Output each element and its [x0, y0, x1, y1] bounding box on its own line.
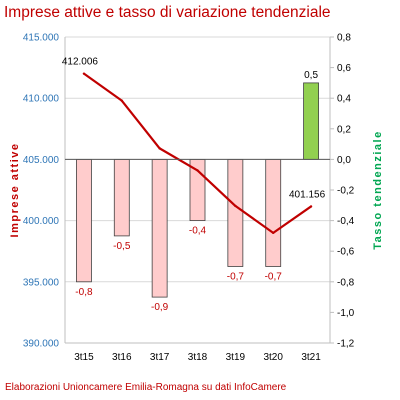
bar	[227, 158, 244, 267]
x-tick-label: 3t16	[112, 352, 132, 363]
y-right-tick-label: 0,6	[337, 63, 351, 74]
y-right-tick-label: 0,2	[337, 124, 351, 135]
y-right-tick-label: 0,8	[337, 33, 351, 44]
y-left-tick-label: 390.000	[23, 339, 60, 350]
chart-title: Imprese attive e tasso di variazione ten…	[4, 4, 331, 21]
bar	[265, 158, 282, 267]
x-tick-label: 3t17	[150, 352, 170, 363]
bar	[76, 158, 92, 283]
line-data-label: 401.156	[289, 189, 326, 200]
chart-source-note: Elaborazioni Unioncamere Emilia-Romagna …	[5, 382, 287, 393]
y-right-axis-label: Tasso tendenziale	[372, 130, 384, 249]
bar	[151, 158, 168, 298]
y-right-tick-label: -1,0	[337, 308, 355, 319]
x-tick-label: 3t18	[188, 352, 208, 363]
y-left-tick-label: 410.000	[23, 94, 60, 105]
bar-data-label: -0,4	[189, 226, 207, 237]
axes: 390.000 395.000 400.000 405.000 410.000 415.0…	[9, 33, 384, 364]
y-left-axis-label: Imprese attive	[9, 143, 21, 238]
line-point	[158, 147, 161, 150]
line-point	[196, 169, 199, 172]
labels: -0,8 -0,5 -0,9 -0,4 -0,7 -0,7 0,5 412.006 401.15…	[62, 57, 326, 313]
y-right-tick-label: -1,2	[337, 339, 355, 350]
y-left-tick-label: 405.000	[23, 155, 60, 166]
y-right-tick-label: -0,4	[337, 216, 355, 227]
y-right-tick-label: -0,6	[337, 247, 355, 258]
line-point	[82, 72, 86, 75]
y-right-tick-label: 0,0	[337, 155, 351, 166]
line-point	[309, 205, 313, 208]
y-left-tick-label: 395.000	[23, 277, 60, 288]
y-right-tick-label: 0,4	[337, 94, 351, 105]
y-right-tick-label: -0,2	[337, 186, 355, 197]
x-tick-label: 3t19	[226, 352, 246, 363]
line-data-label: 412.006	[62, 57, 99, 68]
x-tick-label: 3t15	[74, 352, 94, 363]
y-left-tick-label: 400.000	[23, 216, 60, 227]
bar-data-label: -0,8	[75, 287, 93, 298]
line-point	[234, 204, 237, 208]
bar-data-label: 0,5	[304, 70, 318, 81]
bar-data-label: -0,5	[113, 241, 131, 252]
x-tick-label: 3t21	[301, 352, 321, 363]
y-left-tick-label: 415.000	[23, 33, 60, 44]
bar	[113, 158, 130, 237]
bar-series	[76, 82, 319, 298]
bar-data-label: -0,7	[227, 272, 245, 283]
bar-data-label: -0,9	[151, 302, 169, 313]
bar	[303, 82, 319, 160]
x-tick-label: 3t20	[263, 352, 283, 363]
y-right-tick-label: -0,8	[337, 277, 355, 288]
line-point	[120, 99, 123, 102]
line-point	[272, 231, 275, 235]
line-series	[82, 72, 313, 235]
bar-data-label: -0,7	[265, 272, 283, 283]
